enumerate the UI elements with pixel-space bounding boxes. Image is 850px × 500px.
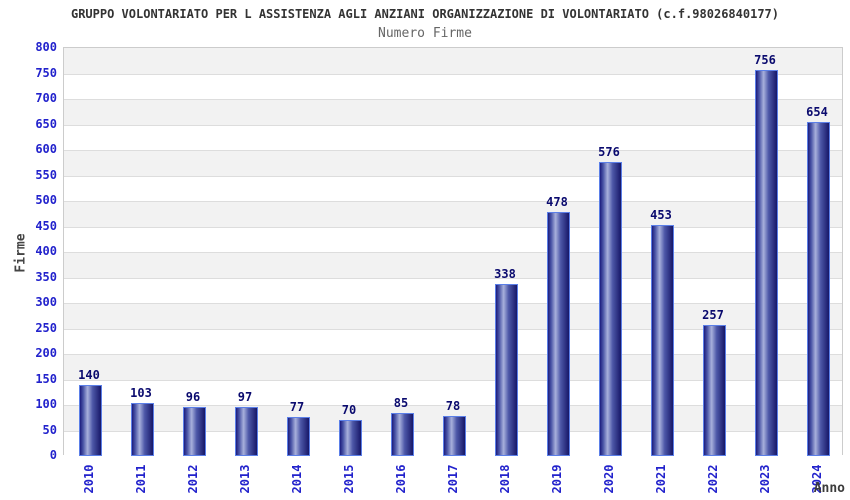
bar-value-label: 85 [393,396,409,410]
y-tick-label: 50 [42,423,57,437]
x-tick-label: 2020 [602,464,616,494]
x-tick-label: 2013 [238,464,252,494]
grid-line [64,278,842,279]
chart-subtitle: Numero Firme [378,26,472,41]
bar-value-label: 478 [546,195,568,209]
y-tick-label: 400 [35,244,57,258]
grid-band [64,226,842,252]
bar-2023 [755,70,778,456]
bar-2015 [339,420,362,456]
grid-band [64,124,842,150]
bar-2022 [703,325,726,456]
bar-value-label: 756 [754,53,776,67]
bar-2019 [547,212,570,456]
grid-band [64,277,842,303]
x-tick-label: 2019 [550,464,564,494]
grid-band [64,150,842,176]
bar-2024 [807,122,830,456]
grid-line [64,227,842,228]
grid-band [64,48,842,74]
grid-band [64,252,842,278]
bar-value-label: 78 [445,399,461,413]
x-tick-label: 2021 [654,464,668,494]
bar-2020 [599,162,622,456]
grid-band [64,73,842,99]
bar-2010 [79,385,102,456]
grid-line [64,125,842,126]
grid-line [64,99,842,100]
bar-value-label: 654 [806,105,828,119]
bar-2012 [183,407,206,456]
grid-line [64,74,842,75]
x-tick-label: 2014 [290,464,304,494]
plot-area [63,47,843,456]
y-tick-label: 550 [35,168,57,182]
bar-value-label: 338 [494,267,516,281]
grid-line [64,354,842,355]
x-tick-label: 2017 [446,464,460,494]
y-tick-label: 800 [35,40,57,54]
bar-2016 [391,413,414,456]
bar-2021 [651,225,674,456]
bar-value-label: 96 [185,390,201,404]
y-tick-label: 100 [35,397,57,411]
bar-value-label: 97 [237,390,253,404]
y-tick-label: 250 [35,321,57,335]
bar-2017 [443,416,466,456]
x-axis-label: Anno [813,481,845,496]
grid-line [64,329,842,330]
grid-line [64,150,842,151]
y-tick-label: 600 [35,142,57,156]
bar-value-label: 70 [341,403,357,417]
chart-title: GRUPPO VOLONTARIATO PER L ASSISTENZA AGL… [70,7,779,21]
bar-value-label: 77 [289,400,305,414]
x-tick-label: 2023 [758,464,772,494]
grid-line [64,201,842,202]
bar-value-label: 257 [702,308,724,322]
grid-line [64,303,842,304]
bar-value-label: 140 [78,368,100,382]
y-tick-label: 200 [35,346,57,360]
grid-band [64,175,842,201]
grid-line [64,176,842,177]
bar-value-label: 453 [650,208,672,222]
y-tick-label: 750 [35,66,57,80]
x-tick-label: 2022 [706,464,720,494]
y-tick-label: 450 [35,219,57,233]
x-tick-label: 2012 [186,464,200,494]
bar-value-label: 576 [598,145,620,159]
x-tick-label: 2010 [82,464,96,494]
x-tick-label: 2011 [134,464,148,494]
bar-2018 [495,284,518,456]
x-tick-label: 2016 [394,464,408,494]
x-tick-label: 2015 [342,464,356,494]
grid-band [64,303,842,329]
x-tick-label: 2018 [498,464,512,494]
y-tick-label: 350 [35,270,57,284]
y-tick-label: 700 [35,91,57,105]
grid-band [64,99,842,125]
grid-line [64,252,842,253]
bar-2011 [131,403,154,456]
y-tick-label: 150 [35,372,57,386]
y-tick-label: 0 [49,448,57,462]
bar-2014 [287,417,310,456]
grid-line [64,405,842,406]
grid-line [64,380,842,381]
y-axis-label: Firme [13,233,29,273]
bar-value-label: 103 [130,386,152,400]
y-tick-label: 500 [35,193,57,207]
grid-band [64,201,842,227]
bar-2013 [235,407,258,456]
y-tick-label: 650 [35,117,57,131]
y-tick-label: 300 [35,295,57,309]
